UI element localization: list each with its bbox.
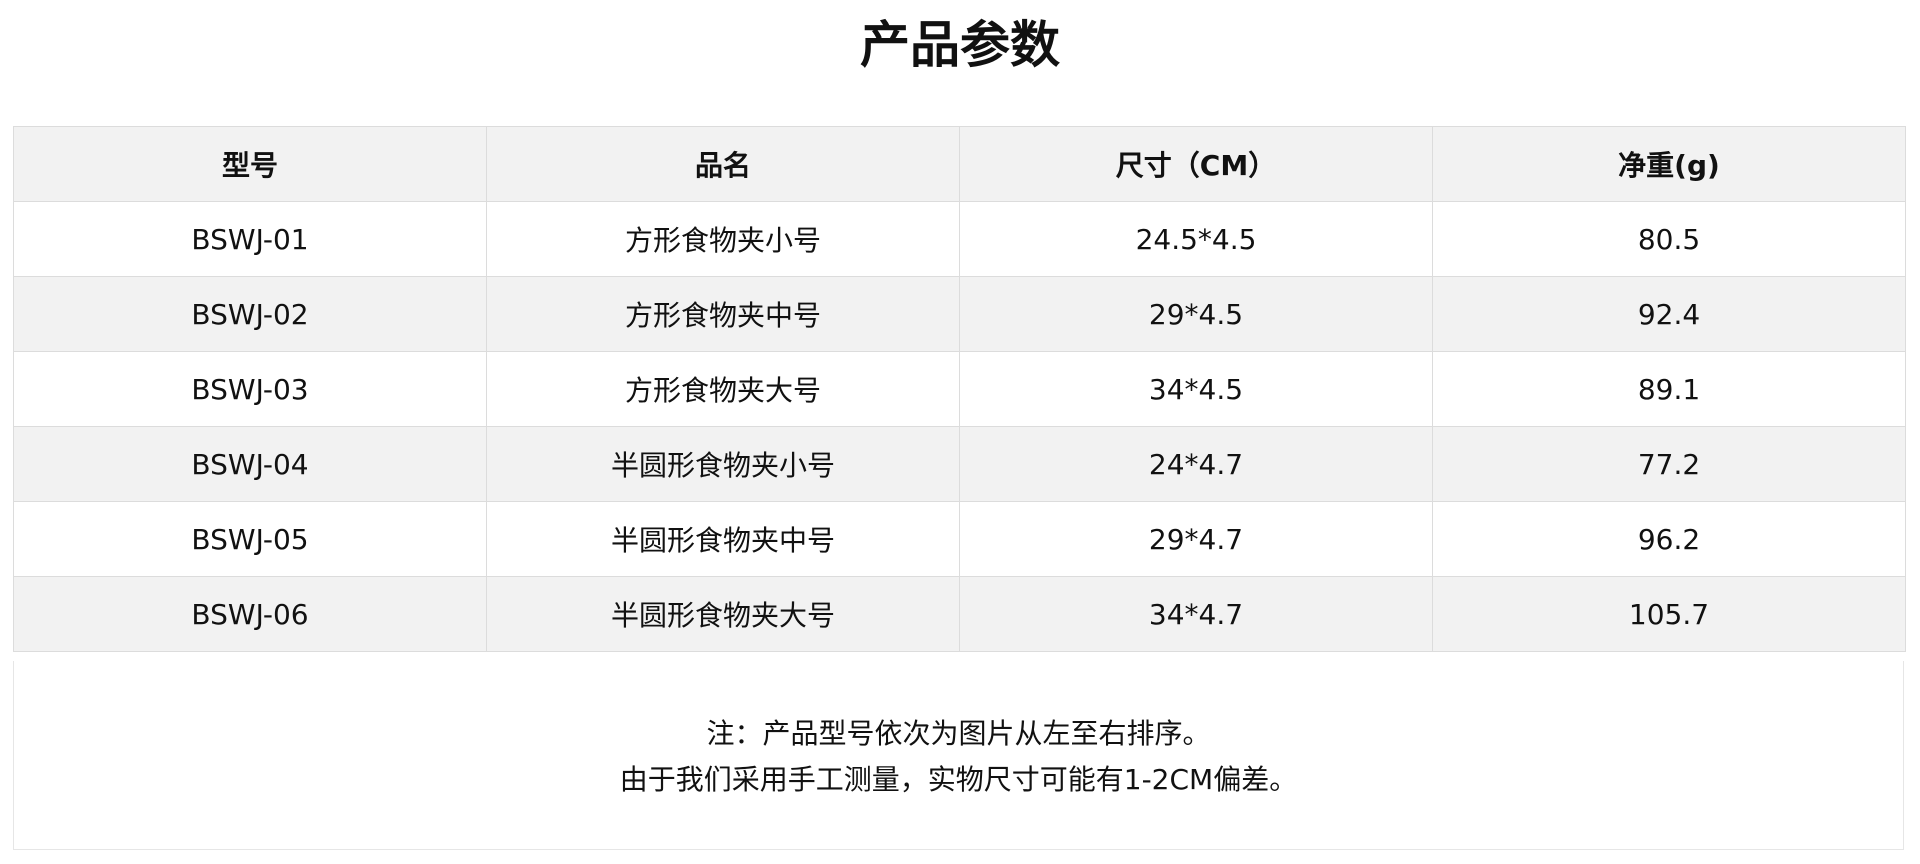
product-spec-table: 型号 品名 尺寸（CM） 净重(g) BSWJ-01 方形食物夹小号 24.5*4.… — [13, 126, 1906, 652]
cell-model: BSWJ-05 — [13, 501, 487, 577]
table-row: BSWJ-06 半圆形食物夹大号 34*4.7 105.7 — [13, 576, 1906, 652]
cell-model: BSWJ-06 — [13, 576, 487, 652]
header-size: 尺寸（CM） — [959, 126, 1433, 202]
header-net-weight: 净重(g) — [1432, 126, 1906, 202]
table-row: BSWJ-03 方形食物夹大号 34*4.5 89.1 — [13, 351, 1906, 427]
table-row: BSWJ-01 方形食物夹小号 24.5*4.5 80.5 — [13, 201, 1906, 277]
cell-model: BSWJ-02 — [13, 276, 487, 352]
cell-net-weight: 105.7 — [1432, 576, 1906, 652]
cell-product-name: 半圆形食物夹中号 — [486, 501, 960, 577]
cell-size: 24*4.7 — [959, 426, 1433, 502]
cell-size: 29*4.5 — [959, 276, 1433, 352]
cell-net-weight: 77.2 — [1432, 426, 1906, 502]
cell-product-name: 方形食物夹大号 — [486, 351, 960, 427]
cell-model: BSWJ-04 — [13, 426, 487, 502]
note-line: 由于我们采用手工测量，实物尺寸可能有1-2CM偏差。 — [619, 763, 1298, 796]
cell-product-name: 半圆形食物夹大号 — [486, 576, 960, 652]
cell-size: 34*4.5 — [959, 351, 1433, 427]
cell-model: BSWJ-01 — [13, 201, 487, 277]
table-header-row: 型号 品名 尺寸（CM） 净重(g) — [13, 126, 1906, 202]
cell-net-weight: 80.5 — [1432, 201, 1906, 277]
cell-product-name: 方形食物夹中号 — [486, 276, 960, 352]
note-line: 注：产品型号依次为图片从左至右排序。 — [706, 717, 1211, 750]
table-row: BSWJ-02 方形食物夹中号 29*4.5 92.4 — [13, 276, 1906, 352]
table-row: BSWJ-04 半圆形食物夹小号 24*4.7 77.2 — [13, 426, 1906, 502]
page-title: 产品参数 — [860, 16, 1060, 74]
cell-product-name: 半圆形食物夹小号 — [486, 426, 960, 502]
table-row: BSWJ-05 半圆形食物夹中号 29*4.7 96.2 — [13, 501, 1906, 577]
cell-net-weight: 92.4 — [1432, 276, 1906, 352]
cell-model: BSWJ-03 — [13, 351, 487, 427]
cell-size: 34*4.7 — [959, 576, 1433, 652]
cell-product-name: 方形食物夹小号 — [486, 201, 960, 277]
cell-size: 24.5*4.5 — [959, 201, 1433, 277]
header-model: 型号 — [13, 126, 487, 202]
header-product-name: 品名 — [486, 126, 960, 202]
cell-net-weight: 89.1 — [1432, 351, 1906, 427]
cell-net-weight: 96.2 — [1432, 501, 1906, 577]
cell-size: 29*4.7 — [959, 501, 1433, 577]
notes-box: 注：产品型号依次为图片从左至右排序。 由于我们采用手工测量，实物尺寸可能有1-2… — [13, 661, 1904, 850]
